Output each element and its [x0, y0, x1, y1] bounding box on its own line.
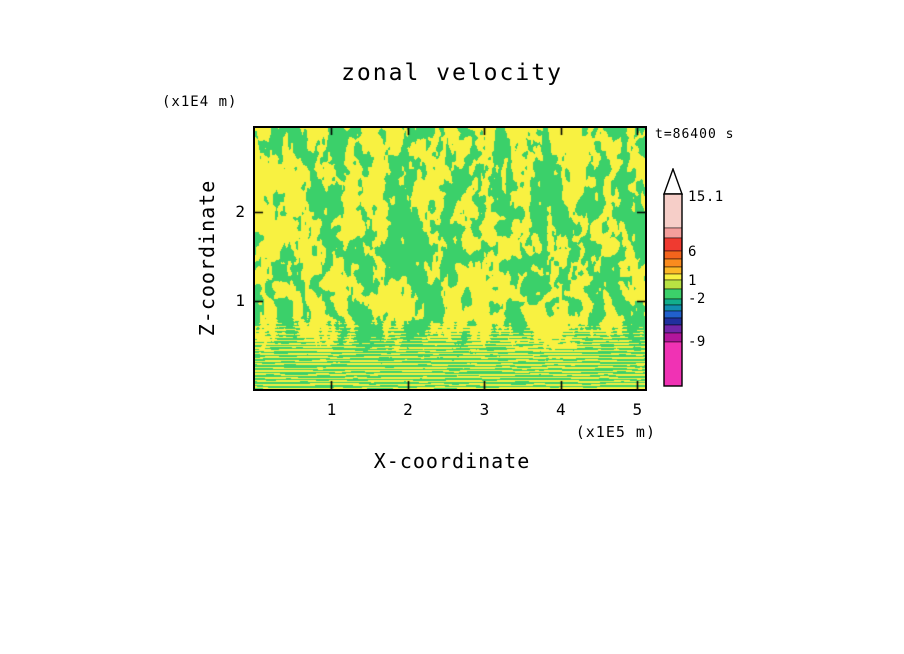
plot-area [253, 126, 647, 391]
velocity-field-canvas [255, 128, 645, 389]
y-tick-label: 2 [235, 202, 245, 222]
chart-title: zonal velocity [341, 60, 563, 86]
colorbar-band [663, 304, 683, 312]
x-tick-label: 4 [556, 400, 566, 419]
colorbar-label: 6 [688, 244, 697, 260]
colorbar-band [663, 237, 683, 252]
x-axis-label: X-coordinate [373, 449, 531, 473]
x-tick-label: 3 [479, 400, 490, 419]
colorbar [663, 168, 683, 387]
y-tick-label: 1 [235, 290, 245, 310]
colorbar-band [663, 332, 683, 343]
colorbar-band [663, 193, 683, 229]
colorbar-band [663, 227, 683, 239]
time-annotation: t=86400 s [655, 127, 735, 142]
colorbar-label: -2 [688, 291, 706, 307]
colorbar-band [663, 266, 683, 275]
colorbar-label: -9 [688, 334, 706, 350]
colorbar-band [663, 279, 683, 290]
x-tick-label: 1 [326, 400, 337, 419]
x-tick-label: 2 [403, 400, 413, 419]
colorbar-band [663, 310, 683, 319]
y-axis-label: Z-coordinate [195, 179, 219, 337]
colorbar-band [663, 288, 683, 300]
x-axis-unit: (x1E5 m) [575, 423, 656, 441]
x-tick-label: 5 [632, 400, 643, 419]
colorbar-band [663, 258, 683, 268]
colorbar-outline [663, 193, 683, 387]
colorbar-band [663, 298, 683, 306]
colorbar-band [663, 324, 683, 334]
colorbar-band [663, 273, 683, 281]
colorbar-label: 1 [688, 273, 697, 289]
y-axis-unit: (x1E4 m) [162, 94, 238, 110]
colorbar-label: 15.1 [688, 189, 724, 205]
colorbar-tip [663, 168, 683, 195]
colorbar-band [663, 317, 683, 326]
colorbar-band [663, 341, 683, 387]
colorbar-band [663, 250, 683, 260]
